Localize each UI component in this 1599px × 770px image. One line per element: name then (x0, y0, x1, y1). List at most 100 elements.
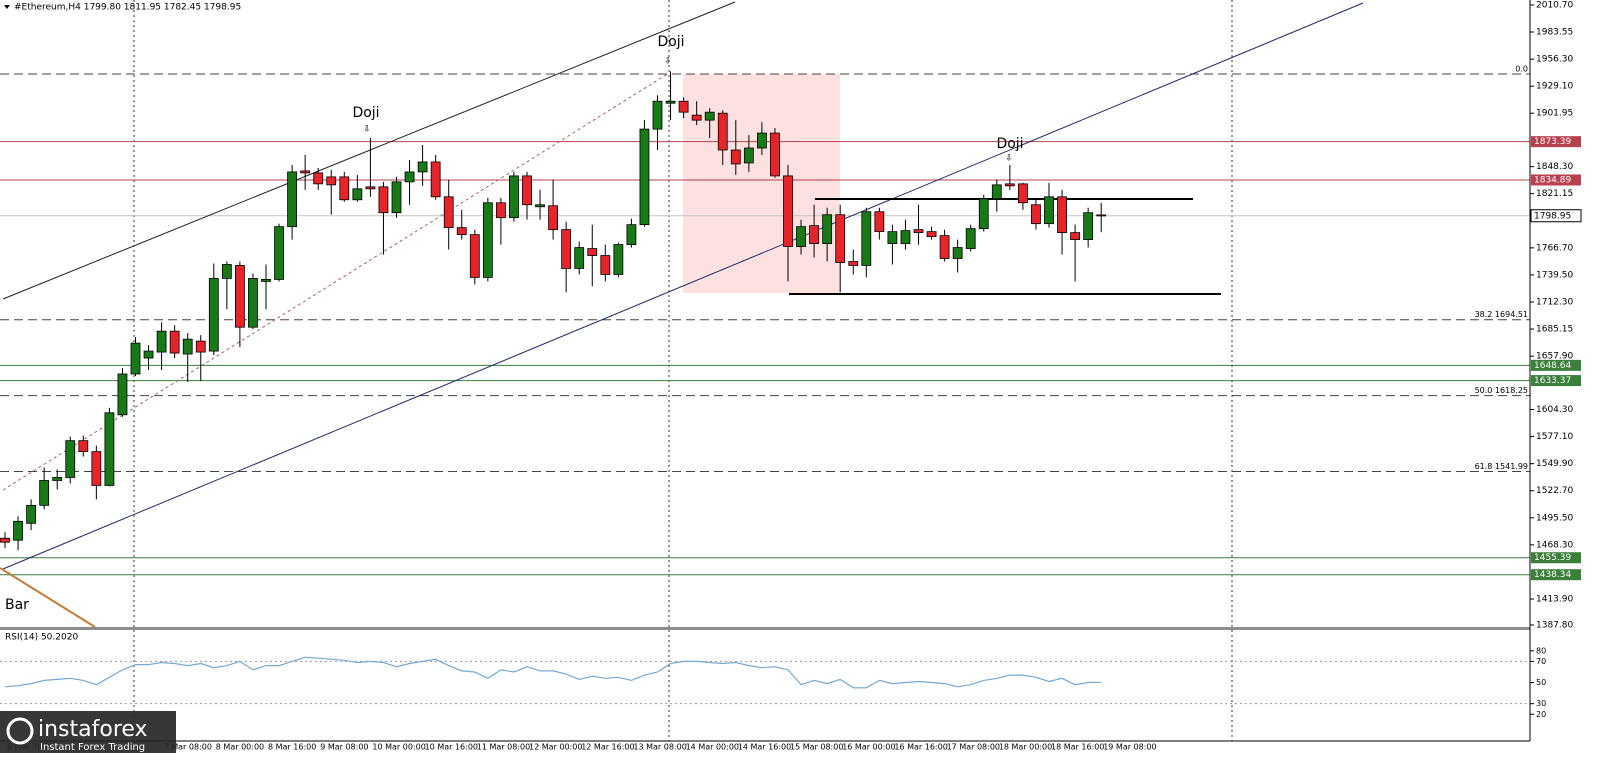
channel-line (2, 1, 736, 300)
trend-line (0, 567, 96, 628)
candle-body (248, 278, 258, 328)
candle-body (600, 255, 611, 275)
candle-body (535, 204, 545, 208)
candle-body (78, 440, 89, 453)
candle-body (1031, 204, 1041, 225)
x-tick-label: 13 Mar 08:00 (633, 743, 686, 752)
candle-body (548, 205, 558, 231)
x-tick-label: 15 Mar 08:00 (790, 743, 843, 752)
y-tick-label: 1821.15 (1536, 189, 1573, 199)
y-tick-label: 1956.30 (1536, 55, 1573, 65)
fib-label: 0.0 (1515, 64, 1528, 73)
axis-labels: 2010.70 1983.55 1956.30 1929.10 1901.95 1848.… (7, 0, 1582, 752)
x-tick-label: 11 Mar 08:00 (477, 743, 530, 752)
trend-line (2, 72, 670, 491)
candle-body (743, 147, 754, 164)
x-tick-label: 14 Mar 16:00 (738, 743, 791, 752)
candle-body (965, 228, 976, 249)
candle-body (234, 265, 245, 328)
y-tick-label: 50 (1536, 678, 1546, 687)
logo-icon (6, 717, 34, 745)
candle-body (52, 477, 63, 481)
price-level-label: 1438.34 (1534, 570, 1571, 580)
x-tick-label: 16 Mar 00:00 (842, 743, 895, 752)
price-level-label: 1873.39 (1534, 137, 1571, 147)
x-tick-label: 10 Mar 16:00 (425, 743, 478, 752)
y-tick-label: 30 (1536, 699, 1546, 708)
price-level-box (1531, 569, 1581, 581)
x-tick-label: 8 Mar 16:00 (268, 743, 316, 752)
candles (0, 71, 1107, 551)
x-tick-label: 9 Mar 08:00 (320, 743, 368, 752)
y-tick-label: 1712.30 (1536, 298, 1573, 308)
annotation: Doji (352, 105, 379, 121)
bid-label: 1798.95 (1534, 211, 1571, 221)
candle-body (313, 172, 324, 185)
x-tick-label: 7 Mar 08:00 (164, 743, 212, 752)
candle-body (300, 170, 311, 174)
candle-body (430, 161, 441, 198)
candle-body (352, 188, 363, 201)
price-level-label: 1648.64 (1534, 361, 1571, 371)
candle-body (874, 211, 885, 233)
x-tick-label: 12 Mar 00:00 (529, 743, 582, 752)
x-tick-label: 12 Mar 16:00 (581, 743, 634, 752)
candle-body (678, 100, 689, 113)
y-tick-label: 1685.15 (1536, 325, 1573, 335)
price-level-box (1531, 552, 1581, 564)
candle-body (717, 112, 728, 151)
candle-body (208, 278, 219, 352)
candle-body (221, 264, 232, 279)
candle-body (495, 202, 506, 219)
annotation-arrow: ⇩ (1005, 154, 1013, 164)
price-level-box (1531, 359, 1581, 371)
candle-body (835, 214, 846, 263)
candle-body (991, 184, 1002, 200)
y-tick-label: 1848.30 (1536, 162, 1573, 172)
y-tick-label: 70 (1536, 657, 1546, 666)
candle-body (939, 235, 950, 259)
x-tick-label: 10 Mar 00:00 (372, 743, 425, 752)
candle-body (652, 100, 663, 130)
candle-body (704, 111, 715, 121)
candle-body (1070, 232, 1080, 240)
annotation: Doji (996, 136, 1023, 152)
y-tick-label: 1387.80 (1536, 621, 1573, 631)
candle-body (1096, 214, 1107, 217)
y-tick-label: 1766.70 (1536, 243, 1573, 253)
candle-body (287, 171, 298, 228)
y-tick-label: 1495.50 (1536, 513, 1573, 523)
x-tick-label: 17 Mar 08:00 (947, 743, 1000, 752)
y-tick-label: 1657.90 (1536, 352, 1573, 362)
price-level-box (1531, 136, 1581, 148)
y-tick-label: 20 (1536, 710, 1546, 719)
y-tick-label: 1577.10 (1536, 432, 1573, 442)
y-tick-label: 1929.10 (1536, 82, 1573, 92)
candle-body (783, 175, 793, 247)
logo-box (0, 711, 176, 753)
rsi-line (4, 656, 1102, 689)
candle-body (978, 198, 989, 230)
x-tick-label: 14 Mar 00:00 (686, 743, 739, 752)
candle-body (522, 175, 532, 206)
x-tick-label: 18 Mar 16:00 (1051, 743, 1104, 752)
candle-body (1018, 183, 1028, 204)
y-tick-label: 1468.30 (1536, 540, 1573, 550)
candle-body (613, 244, 624, 275)
candle-body (339, 176, 350, 201)
annotation-arrow: ⇩ (363, 125, 371, 135)
y-tick-label: 1604.30 (1536, 405, 1573, 415)
candle-body (365, 186, 376, 190)
candle-body (130, 342, 141, 375)
highlight-zone (683, 74, 840, 293)
candle-body (691, 114, 702, 121)
candle-body (574, 247, 585, 269)
candle-body (169, 330, 180, 354)
annotation-arrow: ⇩ (664, 57, 672, 67)
y-tick-label: 2010.70 (1536, 0, 1573, 10)
bid-box (1530, 209, 1582, 223)
y-tick-label: 1549.90 (1536, 459, 1573, 469)
channel-line (2, 2, 1364, 570)
y-tick-label: 1983.55 (1536, 28, 1573, 38)
candle-body (195, 340, 206, 353)
